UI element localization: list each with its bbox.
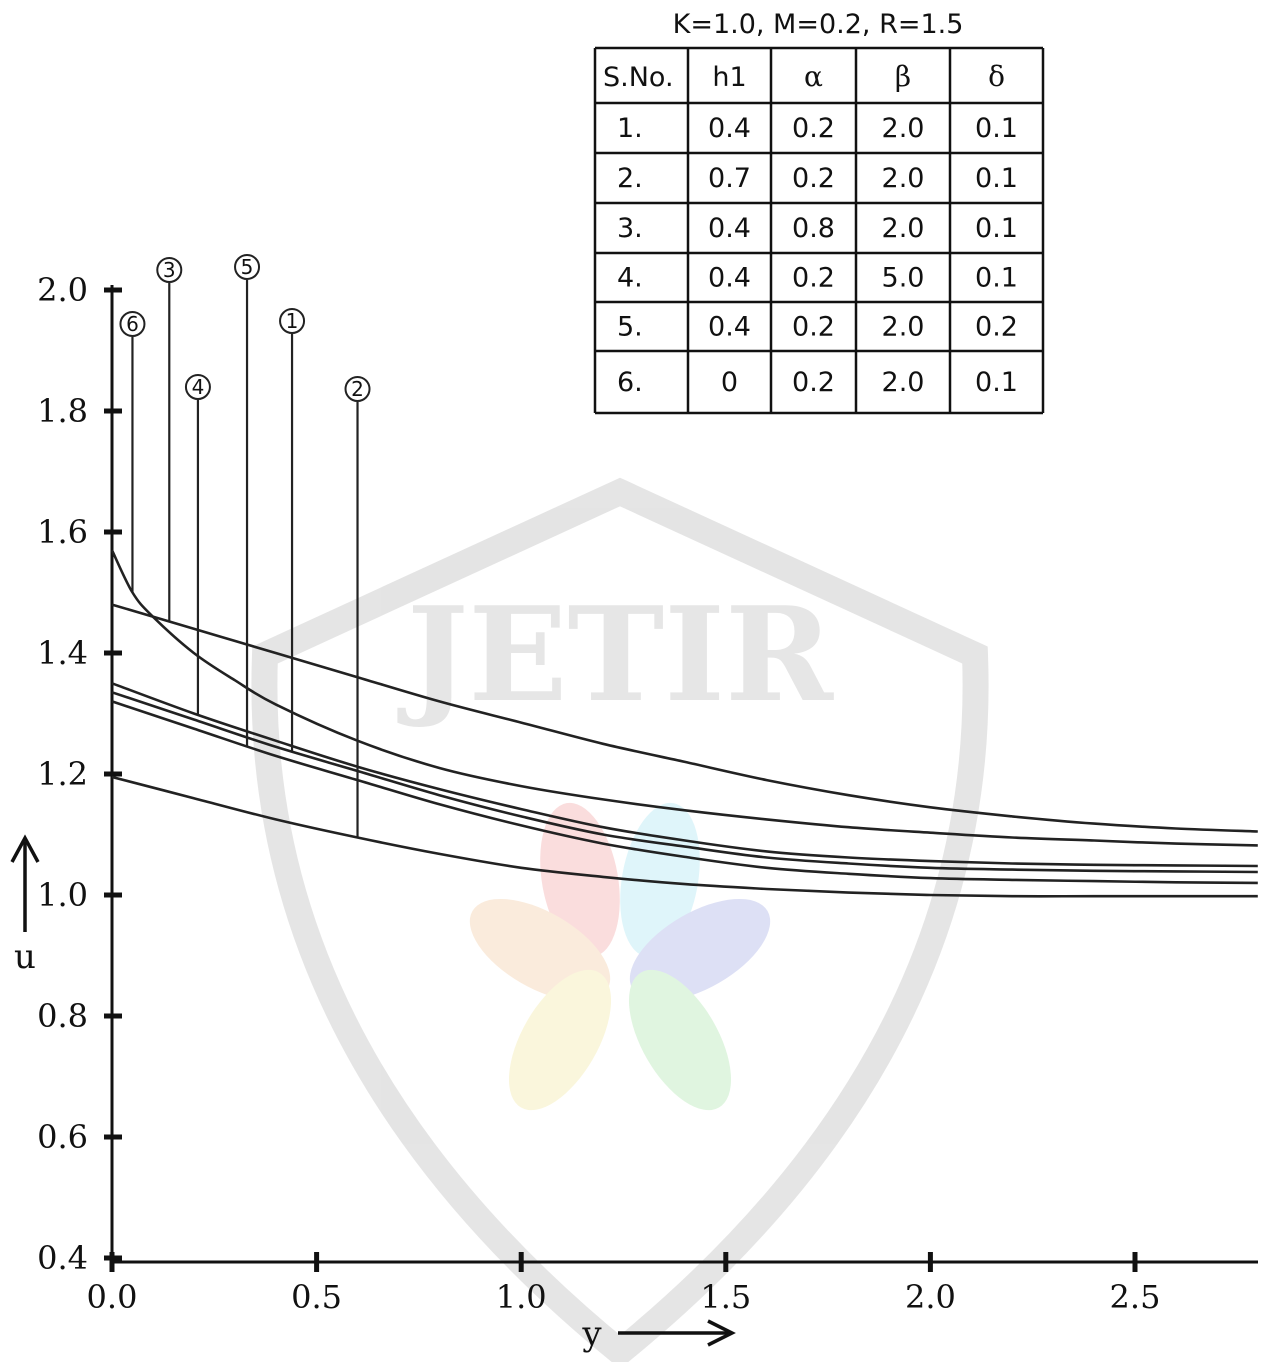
table-cell: 0.4 — [708, 213, 751, 244]
table-cell: 0.4 — [708, 312, 751, 343]
table-cell: 2.0 — [882, 367, 925, 398]
table-cell: 0.1 — [975, 163, 1018, 194]
table-cell: 0.2 — [792, 312, 835, 343]
right-arrow-icon — [707, 1319, 736, 1347]
x-tick-label: 2.5 — [1110, 1278, 1161, 1316]
callout-marker-2 — [344, 376, 371, 402]
table-cell: 0.2 — [792, 113, 835, 144]
table-header-cell: β — [895, 60, 911, 93]
callout-leaders: 6 3 4 5 1 2 — [119, 254, 371, 838]
x-tick-label: 1.0 — [496, 1278, 547, 1316]
callout-marker-6 — [119, 311, 146, 337]
x-tick-label: 2.0 — [905, 1278, 956, 1316]
table-cell: 4. — [617, 263, 643, 294]
watermark-text: JETIR — [397, 578, 834, 731]
table-cell: 0.1 — [975, 113, 1018, 144]
table-cell: 6. — [617, 367, 643, 398]
table-header-cell: S.No. — [603, 62, 674, 93]
y-tick-label: 1.2 — [37, 755, 88, 793]
callout-label: 1 — [286, 309, 299, 333]
series-line-1 — [111, 691, 1258, 874]
x-axis-title: y — [581, 1314, 602, 1354]
x-tick-label: 0.5 — [291, 1278, 342, 1316]
table-cell: 0.7 — [708, 163, 751, 194]
table-cell: 1. — [617, 113, 643, 144]
y-tick-label: 0.6 — [37, 1118, 88, 1156]
table-cell: 2.0 — [882, 163, 925, 194]
table-cell: 2.0 — [882, 213, 925, 244]
callout-label: 2 — [351, 377, 364, 401]
watermark-emblem: JETIR — [251, 477, 989, 1362]
table-cell: 5. — [617, 312, 643, 343]
y-axis-title-group: u — [10, 834, 40, 977]
series-line-6 — [110, 549, 1258, 847]
x-axis-title-group: y — [581, 1314, 736, 1354]
x-ticks: 0.0 0.5 1.0 1.5 2.0 2.5 — [87, 1252, 1161, 1316]
table-cells: S.No. h1 α β δ 1. 0.4 0.2 2.0 0.1 2. 0.7 0.2 2.0 0.1 3.… — [603, 60, 1018, 398]
callout-marker-4 — [184, 374, 211, 400]
table-header-cell: h1 — [712, 62, 746, 93]
x-tick-label: 0.0 — [87, 1278, 138, 1316]
table-cell: 0.1 — [975, 213, 1018, 244]
y-tick-label: 1.0 — [37, 876, 88, 914]
up-arrow-icon — [10, 834, 40, 863]
series-line-4 — [111, 682, 1258, 868]
callout-marker-3 — [156, 257, 183, 283]
x-tick-label: 1.5 — [700, 1278, 751, 1316]
y-tick-label: 1.4 — [37, 634, 88, 672]
table-header-cell: α — [804, 60, 823, 93]
table-cell: 0.2 — [792, 367, 835, 398]
y-tick-label: 1.6 — [37, 513, 88, 551]
table-cell: 0.4 — [708, 113, 751, 144]
y-tick-label: 1.8 — [37, 392, 88, 430]
y-tick-label: 0.4 — [37, 1239, 88, 1277]
y-ticks: 0.4 0.6 0.8 1.0 1.2 1.4 1.6 1.8 2.0 — [37, 271, 122, 1277]
table-cell: 0.1 — [975, 367, 1018, 398]
callout-label: 4 — [192, 375, 205, 399]
watermark-shield — [251, 477, 989, 1362]
callout-marker-5 — [234, 254, 261, 280]
table-cell: 2.0 — [882, 113, 925, 144]
callout-marker-1 — [279, 308, 306, 334]
series-line-5 — [111, 700, 1258, 885]
callout-label: 3 — [163, 258, 176, 282]
table-header-cell: δ — [988, 60, 1005, 93]
series-line-3 — [111, 603, 1258, 833]
table-cell: 0.1 — [975, 263, 1018, 294]
table-cell: 2. — [617, 163, 643, 194]
table-cell: 2.0 — [882, 312, 925, 343]
axes: 0.0 0.5 1.0 1.5 2.0 2.5 0.4 0.6 0.8 1.0 1.2 1.4 1.6… — [37, 271, 1258, 1316]
series-line-2 — [111, 775, 1258, 898]
table-cell: 0.4 — [708, 263, 751, 294]
y-tick-label: 0.8 — [37, 997, 88, 1035]
y-axis-title: u — [14, 937, 36, 977]
callout-label: 5 — [241, 255, 254, 279]
table-cell: 0 — [721, 367, 738, 398]
y-tick-label: 2.0 — [37, 271, 88, 309]
table-grid — [593, 46, 1045, 415]
table-cell: 5.0 — [882, 263, 925, 294]
table-cell: 0.2 — [792, 163, 835, 194]
table-title: K=1.0, M=0.2, R=1.5 — [673, 9, 964, 40]
series-curves — [110, 549, 1258, 898]
table-cell: 0.2 — [975, 312, 1018, 343]
table-cell: 3. — [617, 213, 643, 244]
parameter-table: K=1.0, M=0.2, R=1.5 S.No. h1 α β δ 1. 0.4 0.2 2.… — [593, 9, 1045, 415]
table-cell: 0.2 — [792, 263, 835, 294]
callout-label: 6 — [126, 312, 139, 336]
table-cell: 0.8 — [792, 213, 835, 244]
